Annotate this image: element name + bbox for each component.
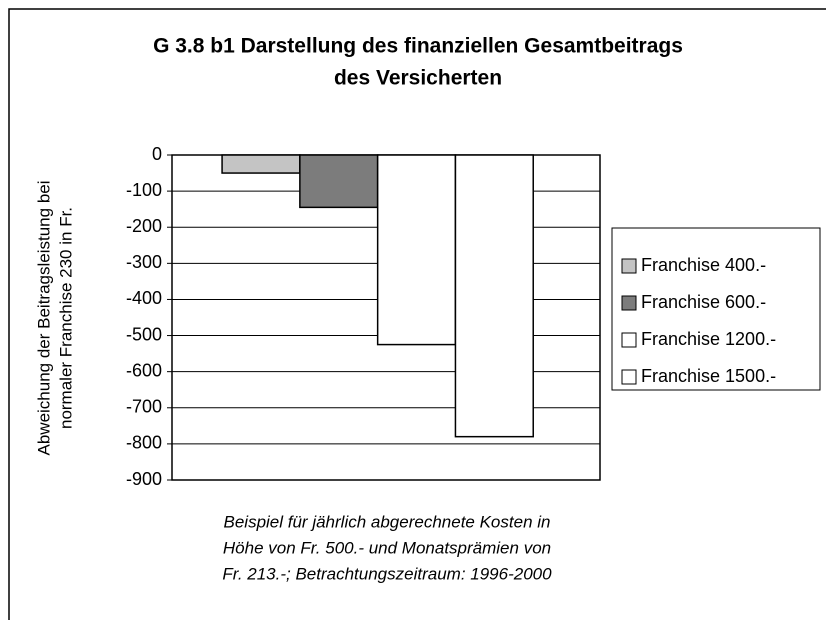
legend-swatch <box>621 332 637 348</box>
legend <box>611 227 821 391</box>
y-tick-label: -900 <box>126 469 162 489</box>
x-axis-title: Fr. 213.-; Betrachtungszeitraum: 1996-20… <box>222 564 552 583</box>
legend-swatch <box>621 258 637 274</box>
legend-swatch <box>621 369 637 385</box>
legend-label: Franchise 1200.- <box>641 329 776 349</box>
chart-title: des Versicherten <box>334 67 502 90</box>
bar <box>454 154 534 438</box>
legend-swatch <box>621 295 637 311</box>
y-tick-label: 0 <box>152 144 162 164</box>
y-tick-label: -400 <box>126 288 162 308</box>
y-axis-title-line: Abweichung der Beitragsleistung bei <box>34 180 53 455</box>
y-tick-label: -300 <box>126 252 162 272</box>
y-tick-label: -700 <box>126 397 162 417</box>
y-tick-label: -500 <box>126 324 162 344</box>
bar <box>299 154 379 209</box>
legend-label: Franchise 400.- <box>641 255 766 275</box>
x-axis-title: Beispiel für jährlich abgerechnete Koste… <box>224 512 551 531</box>
y-tick-label: -800 <box>126 433 162 453</box>
chart-title: G 3.8 b1 Darstellung des finanziellen Ge… <box>153 35 683 58</box>
y-axis-title-line: normaler Franchise 230 in Fr. <box>56 207 75 429</box>
x-axis-title: Höhe von Fr. 500.- und Monatsprämien von <box>223 538 551 557</box>
legend-label: Franchise 1500.- <box>641 366 776 386</box>
y-axis-title: Abweichung der Beitragsleistung bei norm… <box>34 180 75 455</box>
y-tick-label: -200 <box>126 216 162 236</box>
legend-label: Franchise 600.- <box>641 292 766 312</box>
frame <box>8 8 826 620</box>
bar <box>376 154 457 346</box>
y-tick-label: -100 <box>126 180 162 200</box>
bar <box>221 154 301 174</box>
y-tick-label: -600 <box>126 360 162 380</box>
